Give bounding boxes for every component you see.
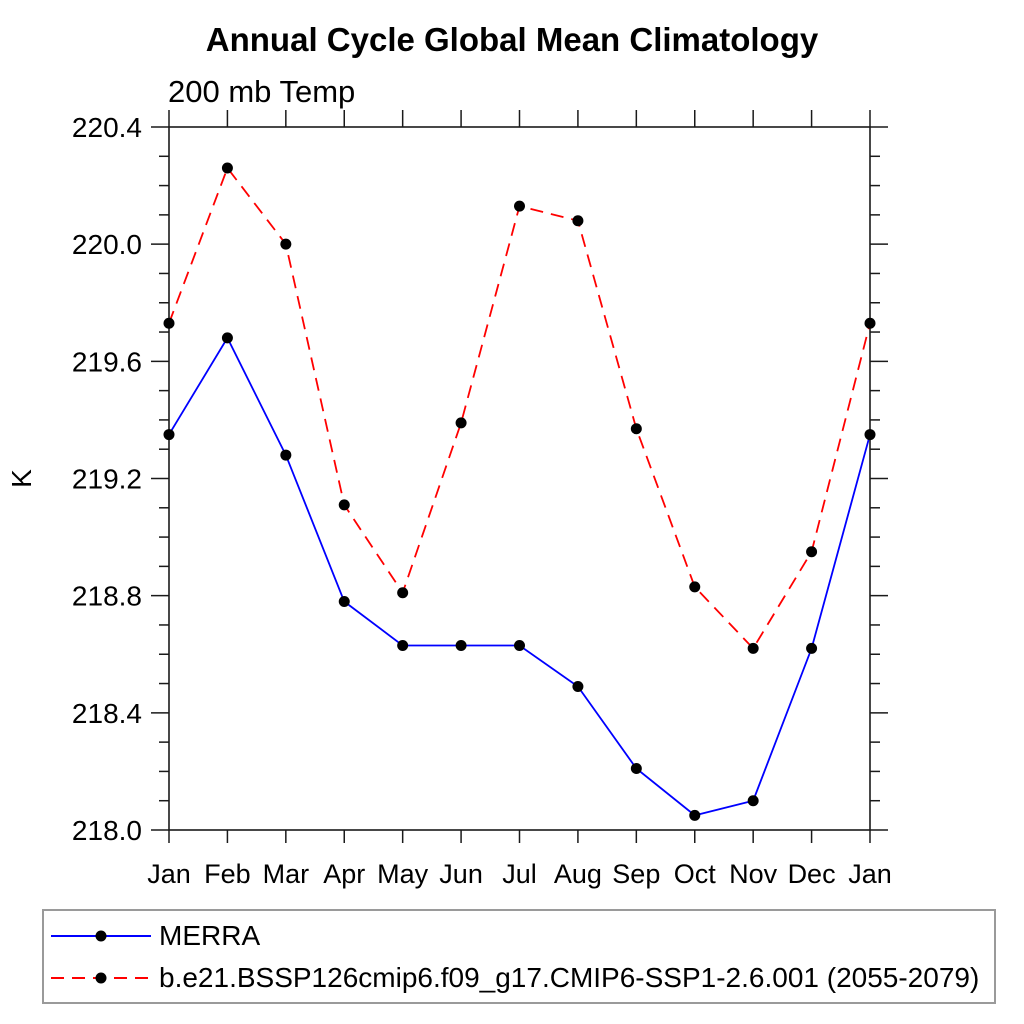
data-point-marker [806, 642, 818, 654]
x-tick-label: Apr [323, 859, 365, 889]
data-point-marker [572, 680, 584, 692]
legend-box: MERRA b.e21.BSSP126cmip6.f09_g17.CMIP6-S… [42, 909, 996, 1004]
chart-subtitle: 200 mb Temp [168, 74, 356, 109]
y-tick-label: 220.0 [72, 229, 142, 260]
data-point-marker [280, 238, 292, 250]
x-tick-label: Dec [788, 859, 836, 889]
y-tick-label: 218.0 [72, 815, 142, 846]
data-point-marker [864, 317, 876, 329]
legend-label-model: b.e21.BSSP126cmip6.f09_g17.CMIP6-SSP1-2.… [159, 961, 980, 993]
data-point-marker [397, 587, 409, 599]
data-point-marker [221, 162, 233, 174]
data-point-marker [689, 581, 701, 593]
data-point-marker [397, 639, 409, 651]
plot-area: 218.0 218.4 218.8 219.2 219.6 220.0 220.4 Jan Fe… [6, 110, 892, 889]
data-point-marker [338, 499, 350, 511]
data-point-marker [455, 639, 467, 651]
data-point-marker [747, 642, 759, 654]
x-tick-label: May [377, 859, 429, 889]
data-point-marker [455, 417, 467, 429]
data-point-marker [514, 200, 525, 212]
legend-label-merra: MERRA [159, 919, 261, 951]
data-point-marker [630, 762, 642, 774]
y-tick-label: 219.2 [72, 464, 142, 495]
data-point-marker [163, 317, 175, 329]
series-line-solid [168, 336, 871, 817]
data-point-marker [630, 423, 642, 435]
x-tick-label: Jul [502, 859, 537, 889]
data-point-marker [806, 546, 818, 558]
series-line-dashed [168, 166, 871, 650]
data-point-marker [163, 429, 175, 441]
y-tick-label: 220.4 [72, 112, 142, 143]
chart-title: Annual Cycle Global Mean Climatology [205, 21, 819, 58]
x-tick-label: Jun [439, 859, 483, 889]
y-tick-label: 219.6 [72, 346, 142, 377]
data-point-marker [280, 449, 292, 461]
data-point-marker [689, 809, 701, 821]
x-tick-label: Jan [147, 859, 191, 889]
x-tick-label: Sep [612, 859, 660, 889]
plot-frame [168, 126, 871, 831]
data-point-marker [864, 429, 876, 441]
legend-sample-dashed-line [51, 972, 151, 983]
x-tick-label: Oct [674, 859, 717, 889]
x-tick-label: Aug [554, 859, 602, 889]
data-point-marker [572, 215, 584, 227]
legend-marker-dot [95, 930, 107, 941]
x-tick-label: Feb [204, 859, 251, 889]
data-point-marker [514, 639, 525, 651]
y-tick-label: 218.4 [72, 698, 142, 729]
legend-item-merra: MERRA [48, 915, 994, 957]
y-tick-label: 218.8 [72, 581, 142, 612]
data-point-marker [338, 596, 350, 608]
legend-sample-solid-line [51, 930, 151, 941]
legend-marker-dot [95, 972, 107, 983]
x-tick-label: Nov [729, 859, 778, 889]
data-point-marker [747, 795, 759, 807]
x-tick-label: Jan [848, 859, 892, 889]
legend-item-model: b.e21.BSSP126cmip6.f09_g17.CMIP6-SSP1-2.… [48, 957, 994, 999]
data-point-marker [221, 332, 233, 344]
x-tick-label: Mar [263, 859, 310, 889]
y-axis-title: K [6, 469, 37, 488]
